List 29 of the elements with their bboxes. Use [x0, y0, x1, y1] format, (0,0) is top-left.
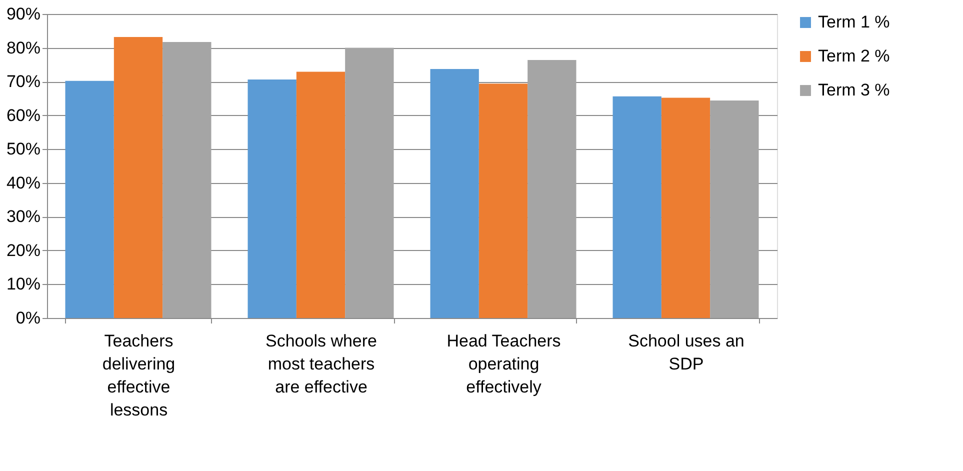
bar [478, 84, 528, 318]
y-tick-label: 40% [6, 173, 40, 192]
y-tick-label: 60% [6, 106, 40, 125]
bar [430, 69, 479, 318]
bar [528, 60, 576, 318]
bar [661, 98, 710, 318]
x-tick-label: Head Teachers operating effectively [446, 332, 561, 396]
legend-label: Term 3 % [818, 80, 890, 100]
bar [65, 80, 114, 318]
bar [248, 80, 296, 318]
bar [114, 36, 163, 318]
bar [345, 48, 394, 318]
bar [710, 100, 759, 318]
y-tick-label: 90% [6, 4, 40, 24]
y-tick-label: 80% [6, 38, 40, 58]
bar [612, 96, 662, 318]
y-tick-label: 70% [6, 72, 40, 92]
legend-label: Term 1 % [818, 12, 890, 32]
bar [162, 42, 212, 318]
x-tick-label: School uses an SDP [628, 332, 744, 374]
x-tick-label: Teachers delivering effective lessons [102, 332, 176, 420]
y-tick-label: 20% [6, 240, 40, 260]
y-tick-label: 50% [6, 140, 40, 159]
legend-label: Term 2 % [818, 46, 890, 66]
y-tick-label: 10% [6, 274, 40, 294]
x-tick-label: Schools where most teachers are effective [265, 332, 378, 396]
y-tick-label: 30% [6, 207, 40, 226]
y-tick-label: 0% [16, 308, 40, 328]
bar [296, 72, 346, 318]
